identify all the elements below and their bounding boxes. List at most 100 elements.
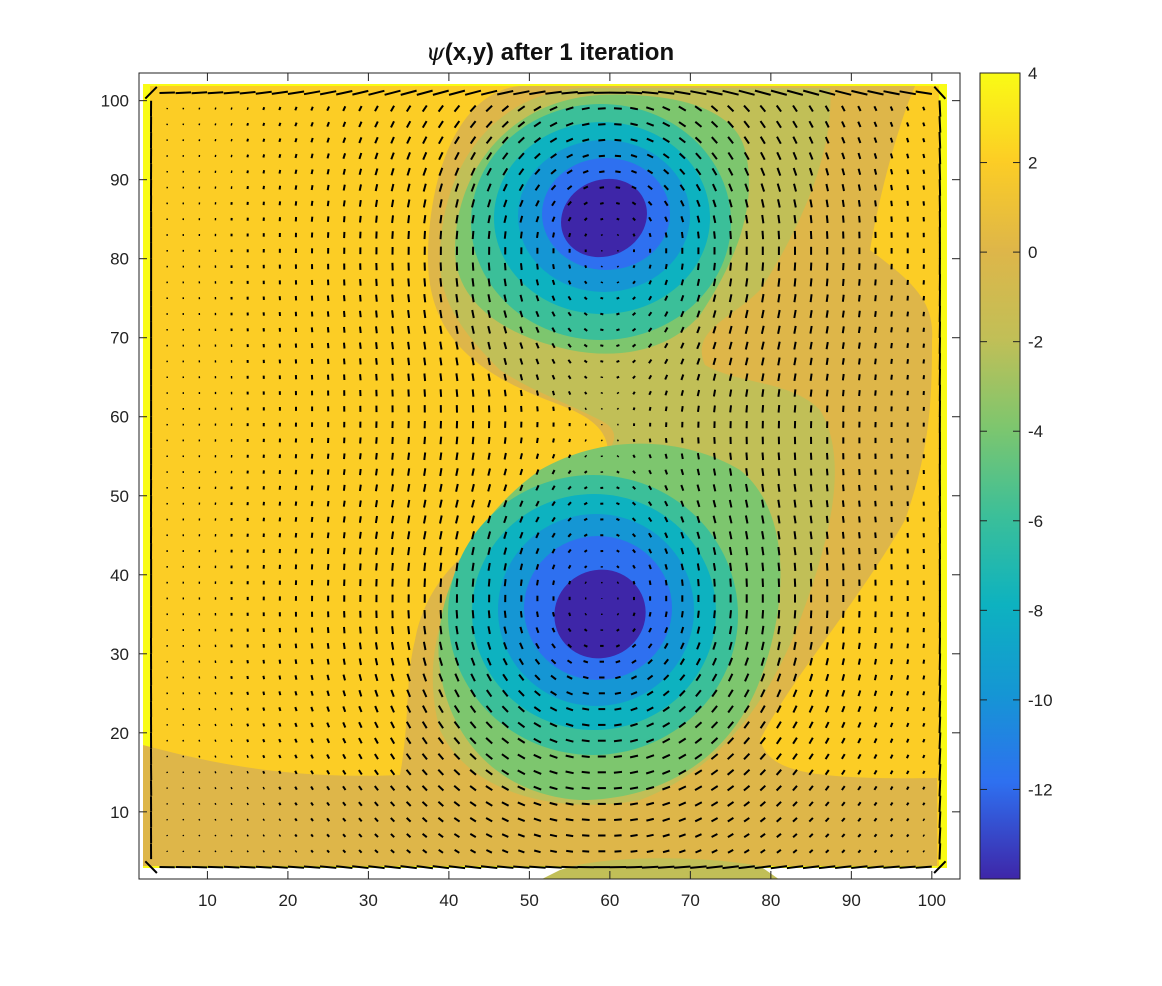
quiver-arrow: [632, 391, 636, 395]
quiver-arrow: [439, 373, 443, 382]
quiver-arrow: [696, 310, 701, 318]
quiver-arrow: [906, 169, 910, 175]
quiver-arrow: [567, 454, 572, 459]
quiver-arrow: [616, 233, 620, 237]
quiver-arrow: [695, 849, 702, 854]
quiver-arrow: [825, 310, 829, 318]
quiver-arrow: [422, 199, 427, 208]
quiver-arrow: [519, 199, 524, 207]
quiver-arrow: [776, 167, 782, 176]
quiver-arrow: [824, 136, 830, 144]
quiver-arrow: [841, 689, 846, 697]
quiver-arrow: [342, 547, 346, 555]
quiver-arrow: [744, 641, 749, 651]
quiver-arrow: [786, 89, 804, 96]
quiver-arrow: [439, 357, 443, 366]
quiver-arrow: [729, 578, 732, 587]
quiver-arrow: [437, 832, 444, 839]
quiver-arrow: [342, 121, 347, 128]
quiver-arrow: [470, 657, 476, 666]
quiver-arrow: [743, 833, 750, 839]
quiver-arrow: [745, 214, 749, 224]
quiver-arrow: [824, 753, 830, 760]
quiver-arrow: [565, 122, 574, 127]
y-tick-label: 20: [110, 724, 129, 743]
quiver-arrow: [421, 737, 428, 745]
quiver-arrow: [438, 689, 444, 698]
quiver-arrow: [144, 860, 158, 874]
quiver-arrow: [310, 501, 314, 507]
quiver-arrow: [706, 90, 723, 96]
quiver-arrow: [375, 626, 378, 634]
quiver-arrow: [533, 722, 542, 728]
quiver-arrow: [454, 689, 460, 698]
quiver-arrow: [883, 865, 900, 869]
quiver-arrow: [906, 675, 910, 680]
quiver-arrow: [358, 849, 363, 854]
quiver-arrow: [439, 610, 443, 619]
quiver-arrow: [793, 357, 797, 366]
quiver-arrow: [485, 769, 493, 776]
quiver-arrow: [728, 499, 733, 508]
quiver-arrow: [616, 565, 620, 569]
quiver-arrow: [567, 548, 572, 554]
quiver-arrow: [793, 515, 797, 524]
quiver-arrow: [438, 183, 443, 192]
quiver-arrow: [648, 532, 653, 538]
quiver-arrow: [246, 122, 249, 126]
quiver-arrow: [374, 753, 379, 760]
quiver-arrow: [294, 738, 298, 743]
quiver-arrow: [743, 753, 751, 760]
quiver-arrow: [632, 548, 636, 554]
quiver-arrow: [423, 499, 427, 508]
quiver-arrow: [389, 785, 396, 792]
quiver-arrow: [793, 278, 797, 287]
colorbar-ticks: 420-2-4-6-8-10-12: [980, 64, 1053, 799]
quiver-arrow: [517, 785, 526, 791]
quiver-arrow: [616, 439, 619, 442]
quiver-arrow: [568, 406, 571, 411]
quiver-arrow: [230, 755, 233, 758]
quiver-arrow: [759, 832, 766, 839]
colorbar-tick-label: 0: [1028, 243, 1037, 262]
quiver-arrow: [712, 562, 717, 571]
quiver-arrow: [922, 850, 925, 853]
quiver-arrow: [696, 215, 701, 223]
quiver-arrow: [551, 200, 556, 207]
quiver-arrow: [519, 642, 524, 650]
quiver-arrow: [294, 201, 298, 206]
quiver-arrow: [239, 91, 256, 95]
quiver-arrow: [616, 502, 620, 506]
quiver-arrow: [294, 690, 298, 696]
quiver-arrow: [485, 785, 493, 792]
quiver-arrow: [744, 515, 749, 524]
quiver-arrow: [922, 311, 925, 317]
quiver-arrow: [793, 468, 797, 476]
quiver-arrow: [600, 360, 604, 363]
quiver-arrow: [485, 104, 493, 113]
quiver-arrow: [712, 215, 717, 224]
quiver-arrow: [922, 770, 926, 775]
quiver-arrow: [722, 89, 739, 96]
quiver-arrow: [713, 578, 716, 587]
quiver-arrow: [326, 342, 330, 349]
quiver-arrow: [551, 627, 556, 633]
quiver-arrow: [567, 295, 572, 301]
quiver-arrow: [422, 849, 428, 854]
quiver-arrow: [761, 531, 765, 540]
quiver-arrow: [680, 390, 684, 396]
quiver-arrow: [407, 452, 411, 461]
quiver-arrow: [455, 578, 459, 587]
quiver-arrow: [246, 834, 249, 837]
quiver-arrow: [326, 674, 330, 681]
quiver-arrow: [792, 817, 798, 823]
quiver-arrow: [584, 264, 588, 269]
quiver-arrow: [470, 673, 476, 682]
quiver-arrow: [899, 90, 916, 96]
quiver-arrow: [533, 817, 542, 822]
quiver-arrow: [760, 151, 766, 161]
quiver-arrow: [679, 658, 685, 666]
quiver-arrow: [342, 642, 346, 650]
quiver-arrow: [745, 262, 748, 271]
quiver-arrow: [469, 721, 477, 729]
